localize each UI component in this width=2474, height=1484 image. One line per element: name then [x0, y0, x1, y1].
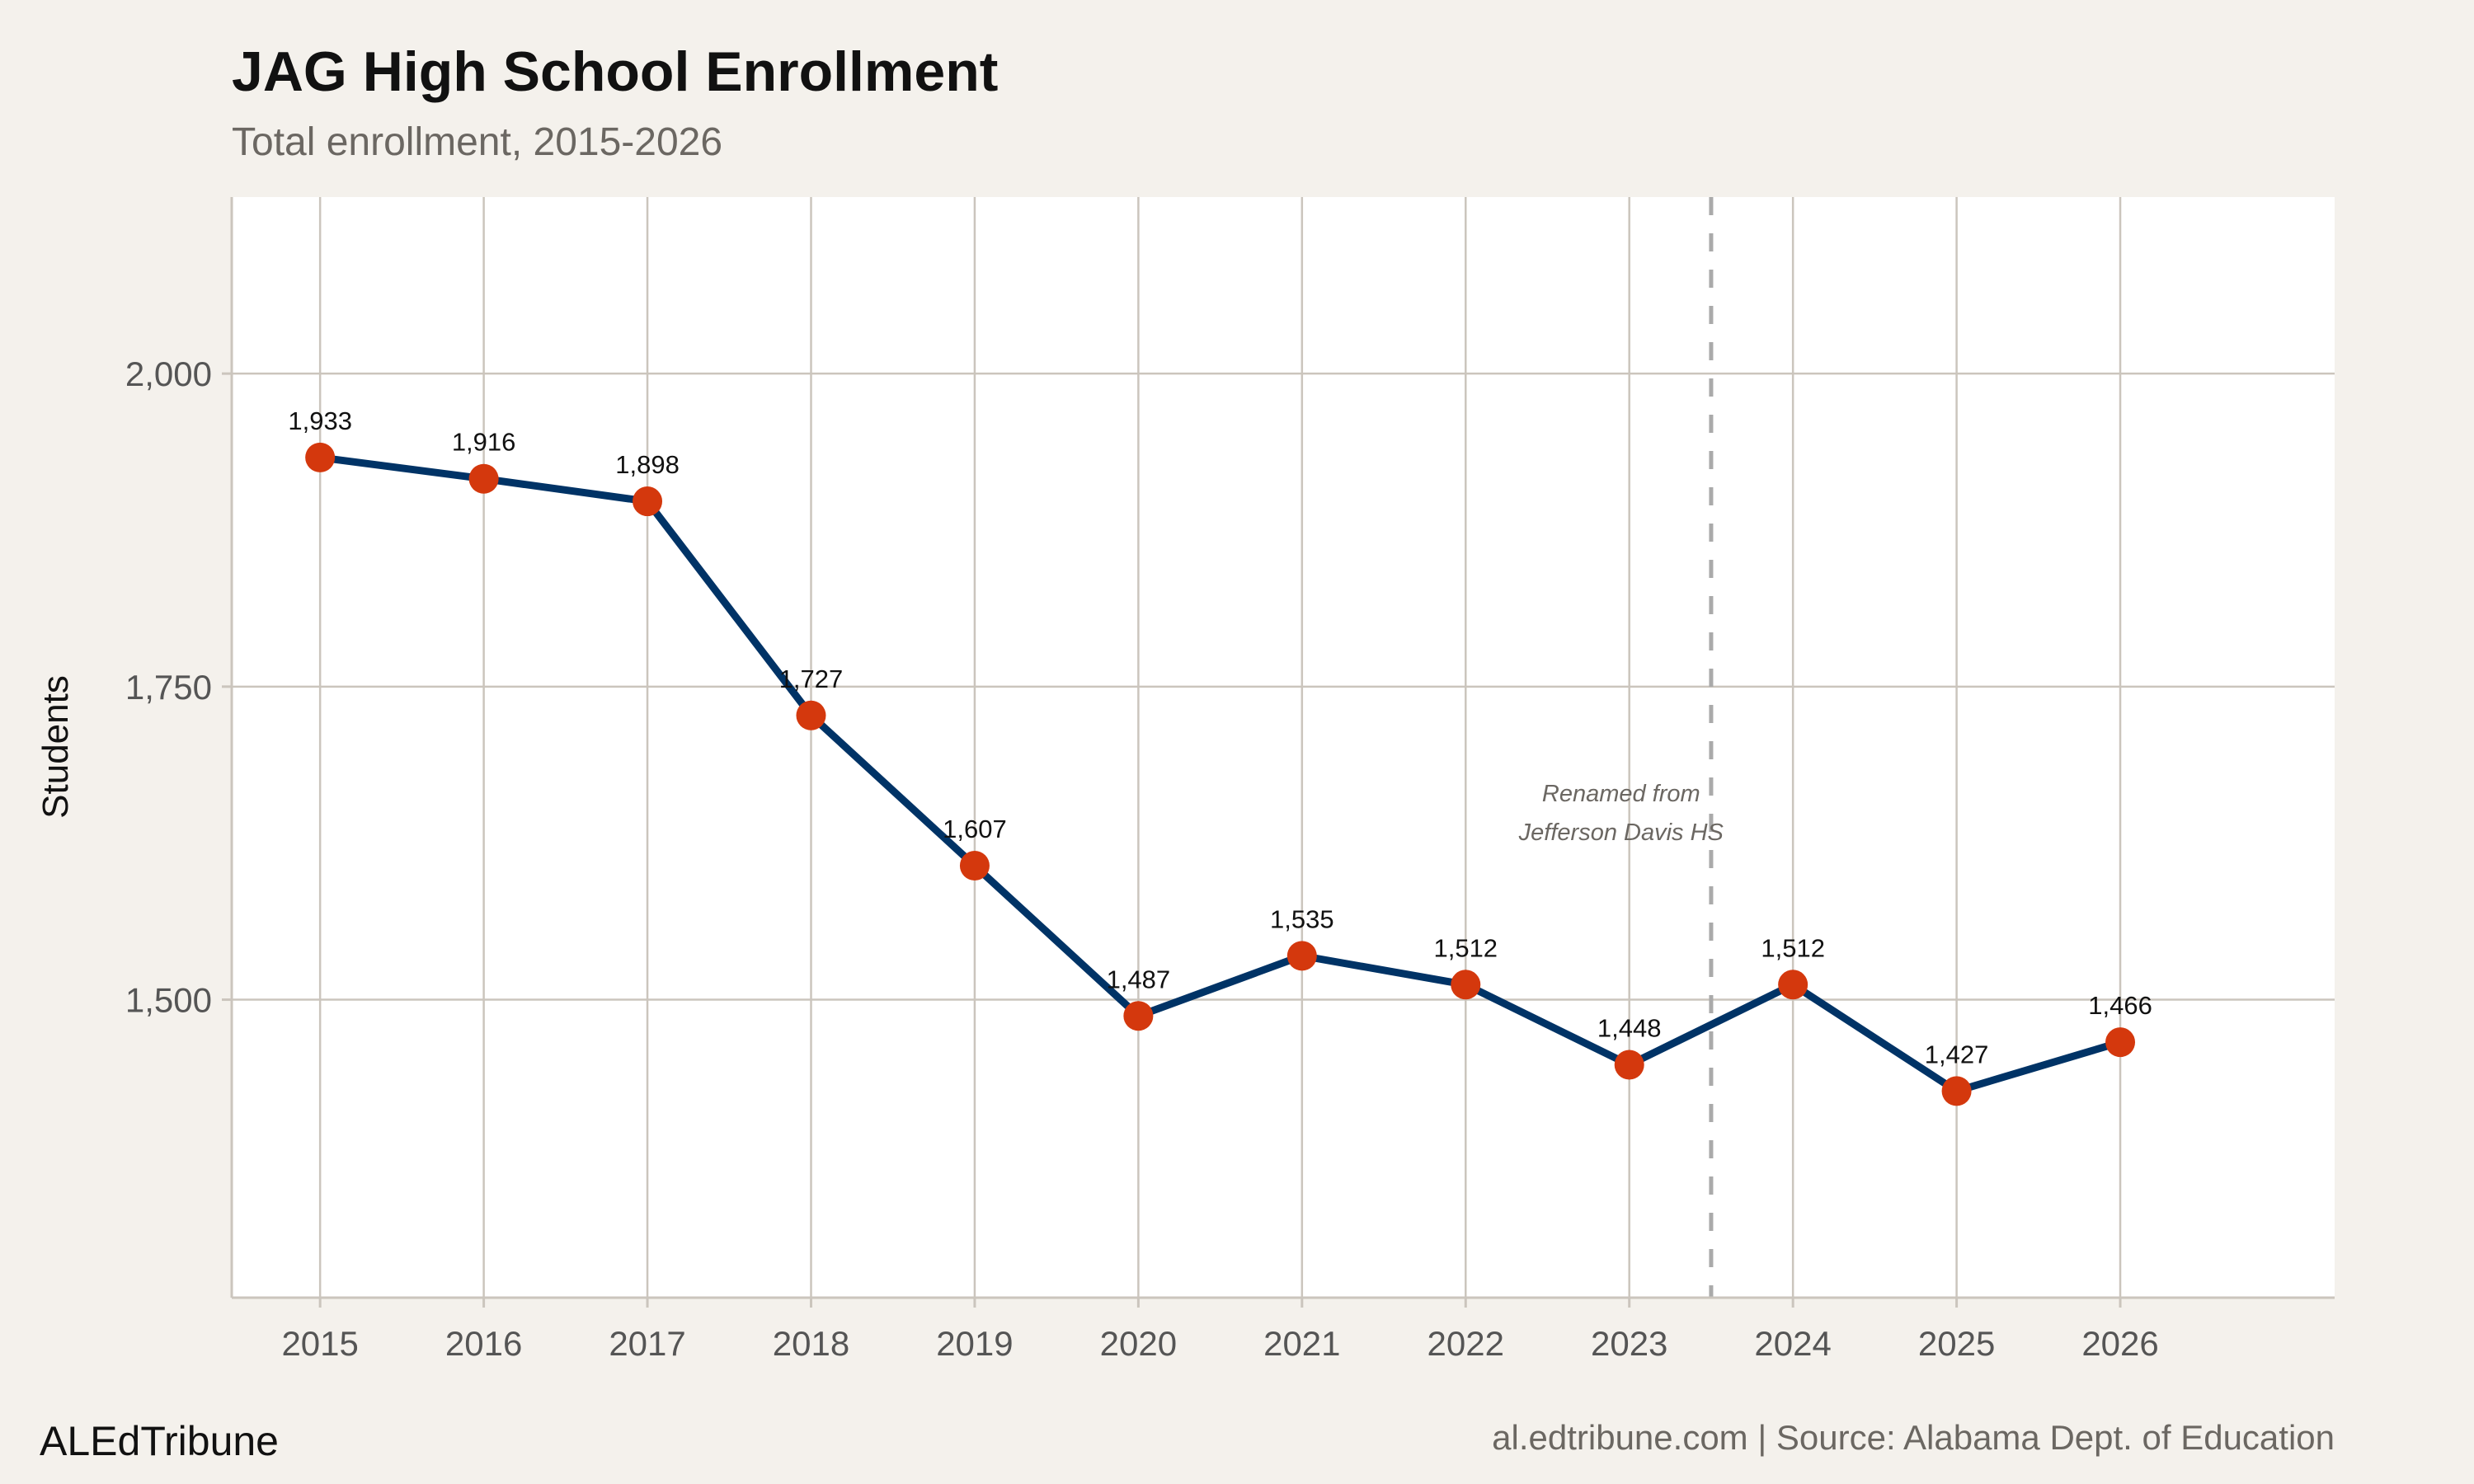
x-tick-label: 2020 [1100, 1324, 1177, 1363]
x-tick-label: 2022 [1427, 1324, 1504, 1363]
x-tick-label: 2026 [2081, 1324, 2158, 1363]
data-point [633, 486, 663, 517]
data-point [468, 463, 499, 494]
data-point [2105, 1027, 2136, 1058]
x-tick-label: 2019 [936, 1324, 1013, 1363]
data-label: 1,427 [1925, 1040, 1989, 1068]
rename-annotation-line: Jefferson Davis HS [1518, 819, 1724, 846]
enrollment-line [319, 453, 2122, 1095]
data-point [305, 442, 336, 472]
x-tick-label: 2021 [1263, 1324, 1340, 1363]
y-axis-title: Students [35, 675, 76, 819]
data-point [1614, 1050, 1644, 1080]
x-tick-label: 2017 [609, 1324, 685, 1363]
rename-annotation-line: Renamed from [1542, 781, 1700, 807]
data-label: 1,727 [779, 665, 844, 693]
footer-source: al.edtribune.com | Source: Alabama Dept.… [1492, 1418, 2335, 1457]
plot-panel [232, 197, 2335, 1298]
data-point [1941, 1076, 1972, 1106]
data-label: 1,916 [452, 428, 516, 457]
y-tick-label: 2,000 [125, 355, 212, 393]
data-label: 1,487 [1107, 965, 1171, 993]
x-tick-label: 2015 [281, 1324, 358, 1363]
y-tick-label: 1,750 [125, 668, 212, 707]
data-point [959, 851, 990, 881]
data-label: 1,535 [1270, 904, 1334, 933]
data-label: 1,607 [943, 815, 1007, 843]
x-tick-label: 2018 [773, 1324, 849, 1363]
data-point [1778, 970, 1808, 1000]
x-tick-label: 2016 [445, 1324, 522, 1363]
data-label: 1,933 [288, 406, 352, 435]
data-point [1123, 1001, 1154, 1031]
data-point [1451, 970, 1481, 1000]
data-label: 1,466 [2088, 991, 2152, 1020]
data-label: 1,898 [615, 450, 680, 479]
x-tick-label: 2025 [1918, 1324, 1995, 1363]
x-tick-label: 2023 [1591, 1324, 1667, 1363]
chart-title: JAG High School Enrollment [232, 40, 998, 103]
data-label: 1,512 [1761, 933, 1825, 962]
data-label: 1,512 [1433, 933, 1498, 962]
y-tick-label: 1,500 [125, 981, 212, 1020]
data-point [796, 700, 826, 730]
footer-brand: ALEdTribune [40, 1418, 279, 1464]
data-point [1286, 941, 1317, 971]
chart-subtitle: Total enrollment, 2015-2026 [232, 120, 722, 164]
x-tick-label: 2024 [1754, 1324, 1831, 1363]
data-label: 1,448 [1597, 1014, 1662, 1043]
